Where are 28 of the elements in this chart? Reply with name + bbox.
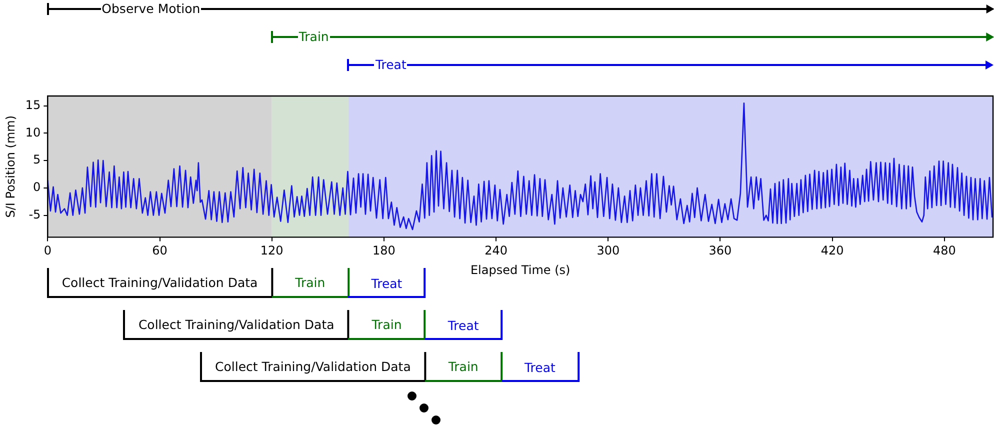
x-tick-label: 420 — [820, 244, 844, 258]
x-tick-label: 180 — [372, 244, 396, 258]
text: Train — [295, 275, 326, 290]
x-tick-label: 0 — [44, 244, 52, 258]
text: Treat — [371, 276, 402, 291]
y-tick-label: -5 — [28, 207, 41, 222]
x-tick-label: 240 — [484, 244, 508, 258]
text: Train — [298, 29, 330, 44]
x-tick-label: 60 — [152, 244, 168, 258]
x-tick-label: 360 — [708, 244, 732, 258]
text: Treat — [448, 318, 479, 333]
text: Observe Motion — [100, 1, 202, 16]
y-tick-label: 10 — [25, 125, 41, 140]
y-tick-label: 5 — [33, 152, 41, 167]
text: Collect Training/Validation Data — [138, 317, 334, 332]
text: Treat — [524, 360, 556, 375]
text: Train — [372, 317, 402, 332]
text: Collect Training/Validation Data — [215, 359, 411, 374]
x-tick-label: 120 — [260, 244, 284, 258]
x-axis-title: Elapsed Time (s) — [470, 262, 570, 277]
x-tick-label: 480 — [932, 244, 956, 258]
y-tick-label: 15 — [25, 98, 41, 112]
x-tick-label: 300 — [596, 244, 620, 258]
y-tick-label: 0 — [33, 180, 41, 194]
y-axis-title: S/I Position (mm) — [3, 115, 18, 218]
text: Train — [448, 359, 478, 374]
text: Treat — [374, 57, 408, 72]
text: Collect Training/Validation Data — [62, 275, 258, 290]
